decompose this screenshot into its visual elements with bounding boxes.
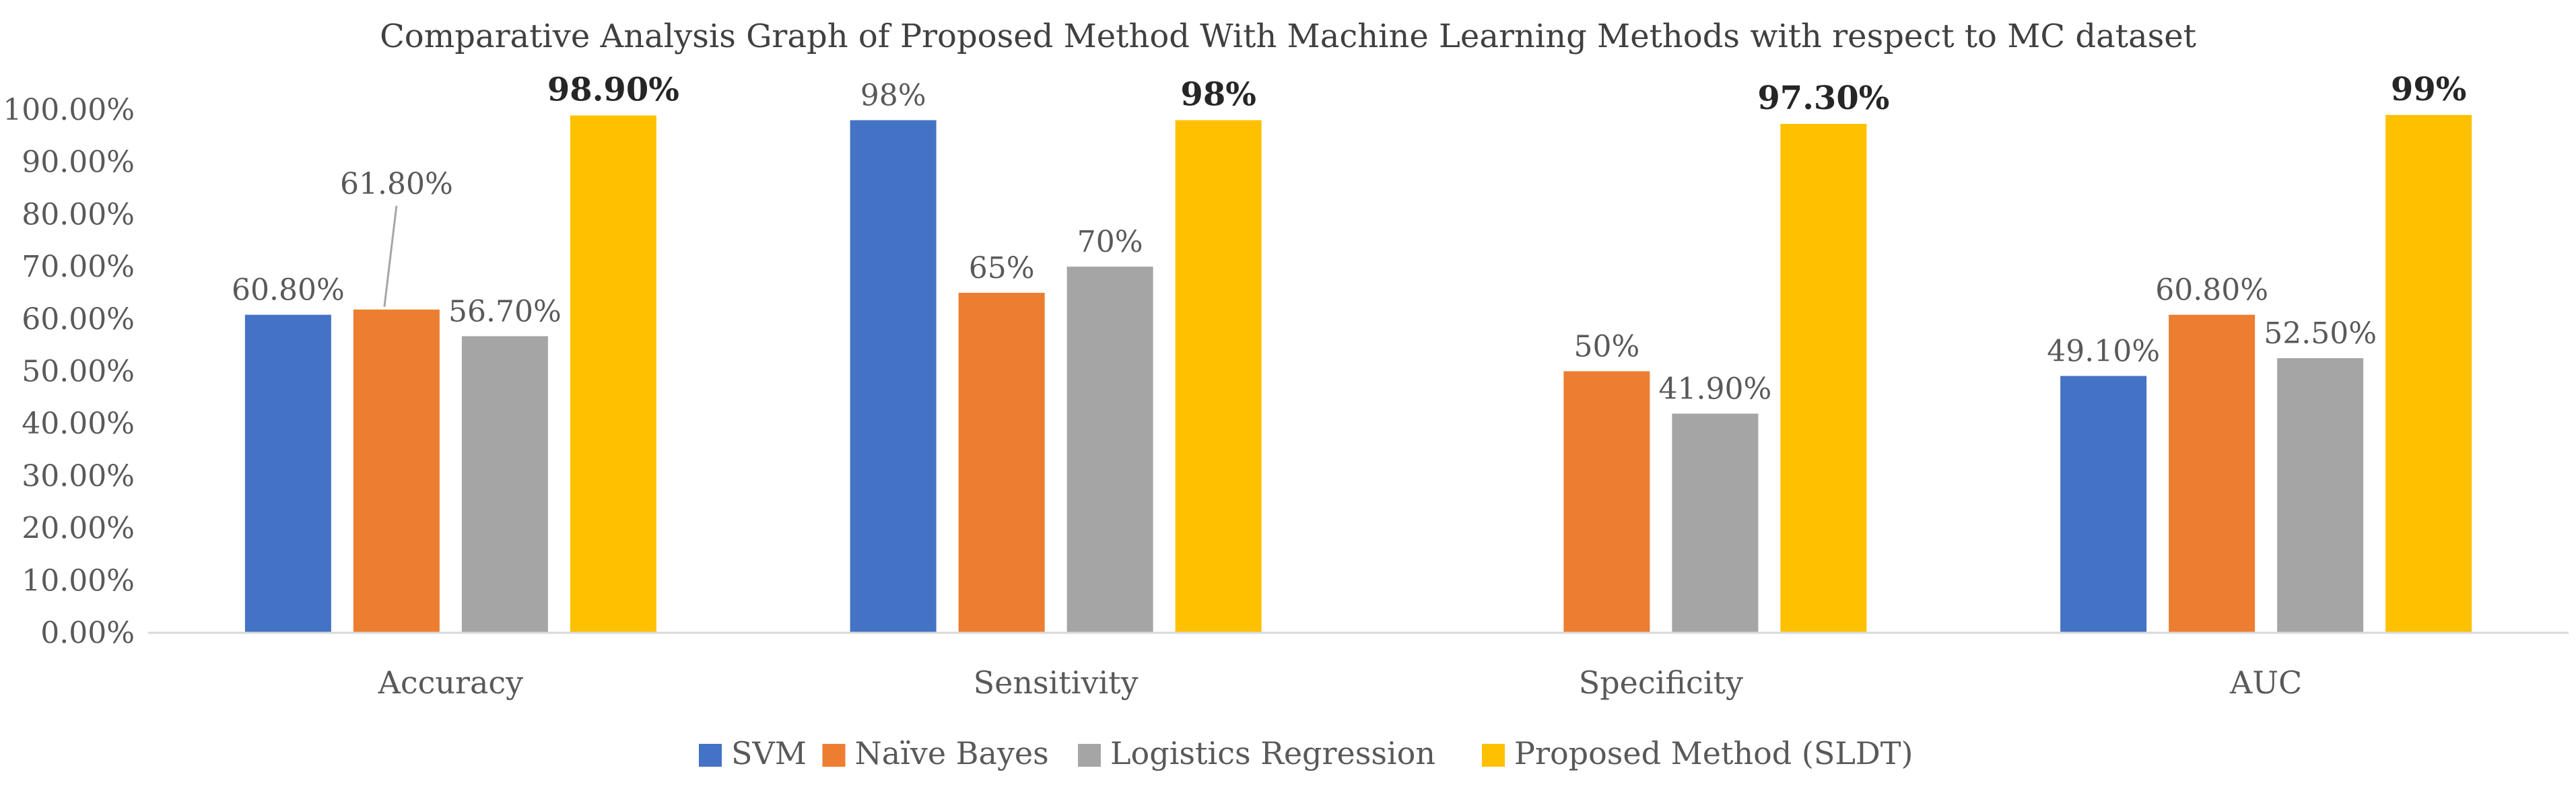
chart-title: Comparative Analysis Graph of Proposed M… xyxy=(380,18,2196,55)
data-label-na-ve-bayes-specificity: 50% xyxy=(1573,330,1639,364)
legend-label: SVM xyxy=(731,735,807,771)
data-label-na-ve-bayes-accuracy: 61.80% xyxy=(340,167,453,201)
data-label-svm-sensitivity: 98% xyxy=(860,79,926,113)
data-label-svm-auc: 49.10% xyxy=(2047,334,2160,368)
legend-swatch xyxy=(822,744,846,767)
legend-swatch xyxy=(1482,744,1505,767)
data-label-proposed-method-sldt-accuracy: 98.90% xyxy=(547,71,679,109)
y-axis: 0.00% 10.00% 20.00% 30.00% 40.00% 50.00% 60.00… xyxy=(3,93,135,650)
data-label-na-ve-bayes-sensitivity: 65% xyxy=(969,251,1035,285)
legend: SVM Naïve Bayes Logistics Regression Propos… xyxy=(699,735,1913,771)
legend-swatch xyxy=(699,744,722,767)
y-tick-label: 20.00% xyxy=(22,512,135,546)
legend-item-logistics-regression: Logistics Regression xyxy=(1078,735,1435,771)
y-tick-label: 0.00% xyxy=(40,616,135,650)
data-label-proposed-method-sldt-auc: 99% xyxy=(2391,71,2466,108)
y-tick-label: 70.00% xyxy=(22,250,135,284)
y-tick-label: 90.00% xyxy=(22,145,135,180)
y-tick-label: 100.00% xyxy=(3,93,135,127)
legend-item-na-ve-bayes: Naïve Bayes xyxy=(822,735,1049,771)
bar-proposed-method-sldt-specificity xyxy=(1780,123,1867,633)
bar-logistics-regression-accuracy xyxy=(461,336,548,633)
data-label-logistics-regression-sensitivity: 70% xyxy=(1077,225,1143,259)
legend-item-svm: SVM xyxy=(699,735,807,771)
bar-proposed-method-sldt-sensitivity xyxy=(1175,120,1262,633)
y-tick-label: 80.00% xyxy=(22,197,135,232)
y-tick-label: 10.00% xyxy=(22,563,135,598)
x-tick-label-specificity: Specificity xyxy=(1579,664,1743,701)
bars-group: 60.80% 61.80% 56.70% 98.90% 98% 65% 70% 98% 50% 4… xyxy=(232,71,2472,633)
bar-logistics-regression-sensitivity xyxy=(1066,267,1153,633)
data-label-logistics-regression-specificity: 41.90% xyxy=(1658,372,1771,406)
data-label-na-ve-bayes-auc: 60.80% xyxy=(2155,273,2268,308)
bar-svm-sensitivity xyxy=(850,120,937,633)
bar-proposed-method-sldt-accuracy xyxy=(570,115,656,633)
x-tick-label-sensitivity: Sensitivity xyxy=(974,664,1139,701)
bar-logistics-regression-specificity xyxy=(1672,413,1759,633)
data-label-leader-line xyxy=(383,205,398,307)
data-label-svm-accuracy: 60.80% xyxy=(232,273,345,308)
x-tick-label-auc: AUC xyxy=(2229,664,2302,701)
legend-label: Logistics Regression xyxy=(1110,735,1435,771)
x-axis: Accuracy Sensitivity Specificity AUC xyxy=(148,631,2569,701)
bar-na-ve-bayes-sensitivity xyxy=(958,292,1045,633)
y-tick-label: 30.00% xyxy=(22,459,135,493)
y-tick-label: 60.00% xyxy=(22,302,135,337)
bar-proposed-method-sldt-auc xyxy=(2385,114,2472,633)
bar-na-ve-bayes-auc xyxy=(2169,314,2256,633)
data-label-logistics-regression-auc: 52.50% xyxy=(2264,316,2377,351)
y-tick-label: 50.00% xyxy=(22,355,135,389)
x-tick-label-accuracy: Accuracy xyxy=(378,664,524,701)
legend-label: Naïve Bayes xyxy=(855,735,1049,771)
y-tick-label: 40.00% xyxy=(22,407,135,441)
legend-item-proposed-method-sldt: Proposed Method (SLDT) xyxy=(1482,735,1913,771)
legend-swatch xyxy=(1078,744,1101,767)
legend-label: Proposed Method (SLDT) xyxy=(1514,735,1913,771)
bar-na-ve-bayes-specificity xyxy=(1563,371,1650,633)
data-label-proposed-method-sldt-sensitivity: 98% xyxy=(1180,76,1256,114)
data-label-logistics-regression-accuracy: 56.70% xyxy=(448,294,562,329)
bar-na-ve-bayes-accuracy xyxy=(353,309,440,633)
bar-svm-accuracy xyxy=(244,314,331,633)
bar-logistics-regression-auc xyxy=(2277,358,2364,633)
data-label-proposed-method-sldt-specificity: 97.30% xyxy=(1757,79,1889,117)
bar-svm-auc xyxy=(2060,376,2147,633)
